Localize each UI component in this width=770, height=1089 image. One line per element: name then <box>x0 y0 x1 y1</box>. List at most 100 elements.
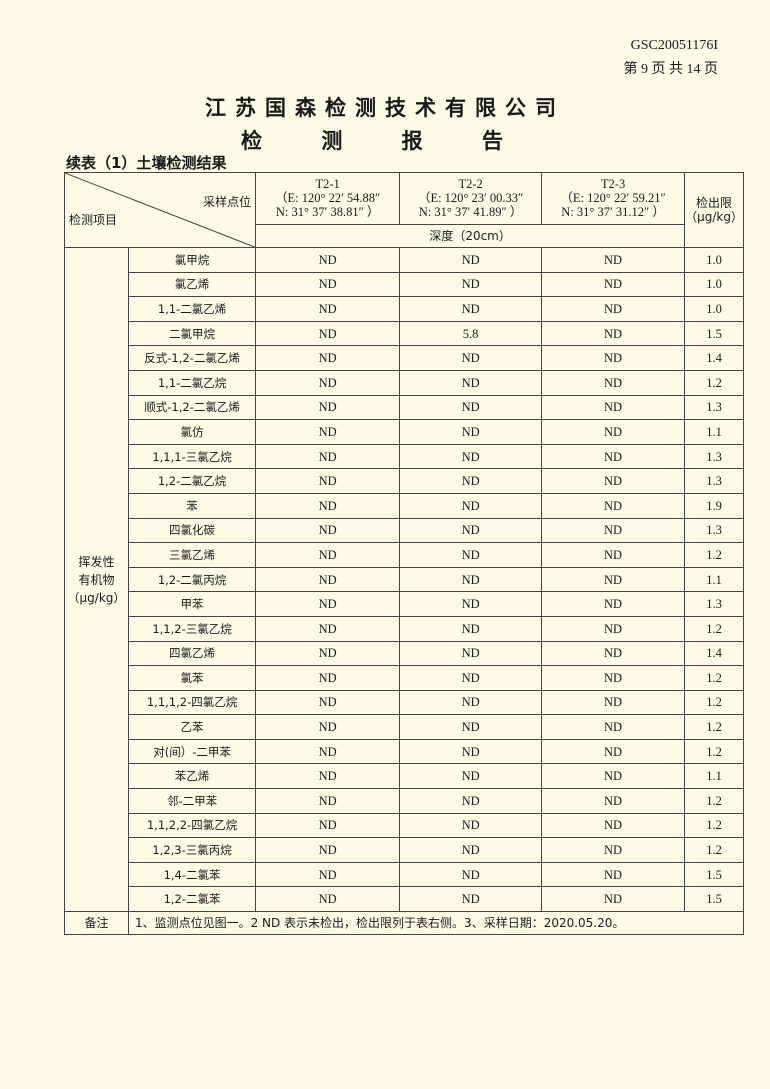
value-t2-2: ND <box>399 345 543 371</box>
detection-limit: 1.2 <box>684 689 744 716</box>
value-t2-2: ND <box>399 886 543 913</box>
value-t2-1: ND <box>255 492 401 519</box>
note-row: 备注 1、监测点位见图一。2 ND 表示未检出，检出限列于表右侧。3、采样日期：2… <box>64 911 745 936</box>
report-number: GSC20051176I <box>630 38 718 53</box>
value-t2-1: ND <box>255 714 401 740</box>
value-t2-1: ND <box>255 517 401 544</box>
detection-limit: 1.5 <box>684 320 744 347</box>
note-text: 1、监测点位见图一。2 ND 表示未检出，检出限列于表右侧。3、采样日期：202… <box>127 911 745 936</box>
value-t2-2: ND <box>399 763 543 790</box>
detection-limit: 1.3 <box>684 443 744 470</box>
value-t2-3: ND <box>541 566 686 593</box>
results-table: 采样点位 检测项目 T2-1 （E: 120° 22′ 54.88″ N: 31° … <box>63 172 745 936</box>
diagonal-header-cell: 采样点位 检测项目 <box>63 172 257 248</box>
value-t2-1: ND <box>255 689 401 716</box>
value-t2-2: ND <box>399 640 543 667</box>
value-t2-3: ND <box>541 615 686 642</box>
detection-limit: 1.4 <box>684 640 744 667</box>
value-t2-2: ND <box>399 394 543 421</box>
value-t2-1: ND <box>255 247 401 273</box>
table-row: 1,1,1,2-四氯乙烷 ND ND ND 1.2 <box>65 689 744 716</box>
value-t2-1: ND <box>255 738 401 765</box>
value-t2-2: ND <box>399 812 543 839</box>
value-t2-2: ND <box>399 443 543 470</box>
table-row: 1,4-二氯苯 ND ND ND 1.5 <box>65 861 744 888</box>
value-t2-1: ND <box>255 394 401 421</box>
value-t2-1: ND <box>255 615 401 642</box>
table-caption: 续表（1）土壤检测结果 <box>66 154 227 172</box>
detection-limit: 1.0 <box>684 296 744 322</box>
value-t2-1: ND <box>255 468 401 494</box>
value-t2-1: ND <box>255 296 401 322</box>
value-t2-1: ND <box>255 812 401 839</box>
value-t2-2: ND <box>399 517 543 544</box>
table-row: 苯乙烯 ND ND ND 1.1 <box>65 763 744 790</box>
table-row: 乙苯 ND ND ND 1.2 <box>65 714 744 740</box>
value-t2-3: ND <box>541 517 686 544</box>
value-t2-1: ND <box>255 443 401 470</box>
table-row: 邻-二甲苯 ND ND ND 1.2 <box>65 788 744 814</box>
value-t2-1: ND <box>255 763 401 790</box>
item-name: 1,2,3-三氯丙烷 <box>127 837 257 863</box>
detection-limit: 1.5 <box>684 861 744 888</box>
value-t2-2: ND <box>399 271 543 298</box>
sampling-point-label: 采样点位 <box>203 195 252 209</box>
detection-limit: 1.5 <box>684 886 744 913</box>
table-row: 1,1,2,2-四氯乙烷 ND ND ND 1.2 <box>65 812 744 839</box>
value-t2-2: ND <box>399 468 543 494</box>
item-name: 顺式-1,2-二氯乙烯 <box>127 394 257 421</box>
detection-limit: 1.3 <box>684 517 744 544</box>
item-name: 1,1,2-三氯乙烷 <box>127 615 257 642</box>
value-t2-3: ND <box>541 812 686 839</box>
item-name: 1,2-二氯乙烷 <box>127 468 257 494</box>
value-t2-2: ND <box>399 369 543 396</box>
value-t2-2: ND <box>399 296 543 322</box>
table-row: 四氯化碳 ND ND ND 1.3 <box>65 517 744 544</box>
detection-limit: 1.0 <box>684 247 744 273</box>
value-t2-2: ND <box>399 591 543 617</box>
depth-header: 深度（20cm） <box>255 223 686 249</box>
value-t2-3: ND <box>541 296 686 322</box>
page-info: 第 9 页 共 14 页 <box>623 62 719 77</box>
point-header-t2-3: T2-3 （E: 120° 22′ 59.21″ N: 31° 37′ 31.12″… <box>541 172 686 225</box>
value-t2-3: ND <box>541 271 686 298</box>
value-t2-2: 5.8 <box>399 320 543 347</box>
value-t2-1: ND <box>255 542 401 568</box>
detection-limit: 1.3 <box>684 468 744 494</box>
item-name: 三氯乙烯 <box>127 542 257 568</box>
item-name: 苯 <box>127 492 257 519</box>
value-t2-3: ND <box>541 689 686 716</box>
value-t2-3: ND <box>541 763 686 790</box>
item-name: 四氯乙烯 <box>127 640 257 667</box>
detection-limit: 1.2 <box>684 812 744 839</box>
detection-limit: 1.2 <box>684 837 744 863</box>
table-row: 对(间）-二甲苯 ND ND ND 1.2 <box>65 738 744 765</box>
value-t2-3: ND <box>541 468 686 494</box>
value-t2-1: ND <box>255 861 401 888</box>
item-name: 氯苯 <box>127 665 257 691</box>
detection-limit: 1.1 <box>684 566 744 593</box>
table-row: 四氯乙烯 ND ND ND 1.4 <box>65 640 744 667</box>
table-row: 1,2-二氯丙烷 ND ND ND 1.1 <box>65 566 744 593</box>
diagonal-line <box>65 173 257 248</box>
value-t2-1: ND <box>255 419 401 445</box>
value-t2-3: ND <box>541 542 686 568</box>
detection-limit: 1.2 <box>684 615 744 642</box>
value-t2-3: ND <box>541 443 686 470</box>
detection-limit: 1.2 <box>684 738 744 765</box>
value-t2-3: ND <box>541 345 686 371</box>
value-t2-3: ND <box>541 369 686 396</box>
item-name: 氯仿 <box>127 419 257 445</box>
detection-limit: 1.2 <box>684 714 744 740</box>
value-t2-3: ND <box>541 861 686 888</box>
table-row: 顺式-1,2-二氯乙烯 ND ND ND 1.3 <box>65 394 744 421</box>
value-t2-2: ND <box>399 689 543 716</box>
table-row: 1,2,3-三氯丙烷 ND ND ND 1.2 <box>65 837 744 863</box>
item-name: 乙苯 <box>127 714 257 740</box>
value-t2-3: ND <box>541 492 686 519</box>
value-t2-1: ND <box>255 566 401 593</box>
item-name: 1,1,1-三氯乙烷 <box>127 443 257 470</box>
value-t2-2: ND <box>399 861 543 888</box>
item-name: 1,1-二氯乙烷 <box>127 369 257 396</box>
